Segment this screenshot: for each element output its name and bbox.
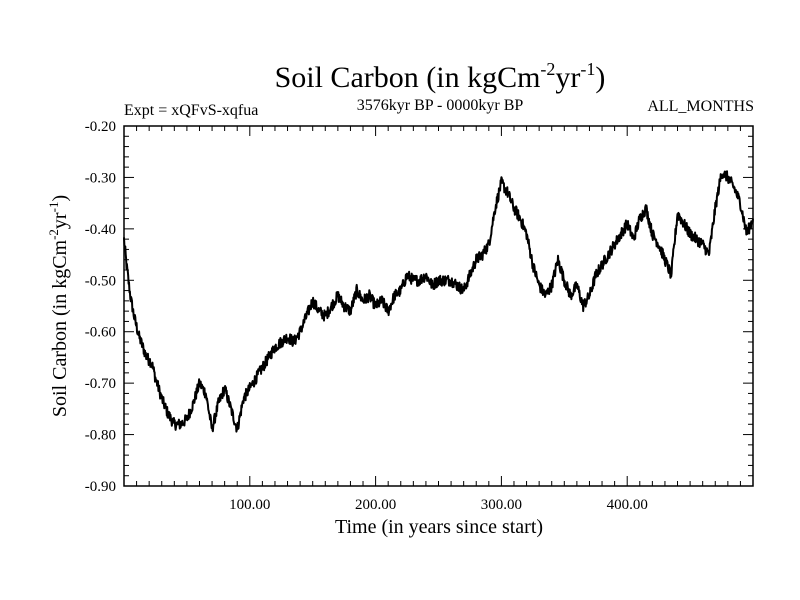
y-axis-label: Soil Carbon (in kgCm-2yr-1) xyxy=(46,195,71,417)
x-axis-ticks: 100.00 200.00 300.00 400.00 xyxy=(136,126,741,513)
y-axis-ticks: -0.20 -0.30 -0.40 -0.50 -0.60 -0.70 -0.80 -0.90 xyxy=(85,119,753,495)
x-tick-label: 100.00 xyxy=(229,497,270,513)
experiment-label: Expt = xQFvS-xqfua xyxy=(124,102,258,119)
y-tick-label: -0.60 xyxy=(85,325,116,341)
plot-frame xyxy=(123,125,754,487)
x-tick-label: 200.00 xyxy=(355,497,396,513)
y-tick-label: -0.30 xyxy=(85,170,116,186)
x-axis-label: Time (in years since start) xyxy=(335,516,543,538)
y-tick-label: -0.90 xyxy=(85,479,116,495)
y-tick-label: -0.70 xyxy=(85,376,116,392)
y-tick-label: -0.50 xyxy=(85,273,116,289)
y-tick-label: -0.20 xyxy=(85,119,116,135)
period-label: 3576kyr BP - 0000kyr BP xyxy=(357,97,524,114)
x-tick-label: 300.00 xyxy=(481,497,522,513)
y-tick-label: -0.40 xyxy=(85,222,116,238)
months-label: ALL_MONTHS xyxy=(647,98,754,115)
y-tick-label: -0.80 xyxy=(85,428,116,444)
chart-title: Soil Carbon (in kgCm-2yr-1) xyxy=(275,59,606,94)
series-line-soil-carbon xyxy=(123,170,754,433)
x-tick-label: 400.00 xyxy=(607,497,648,513)
